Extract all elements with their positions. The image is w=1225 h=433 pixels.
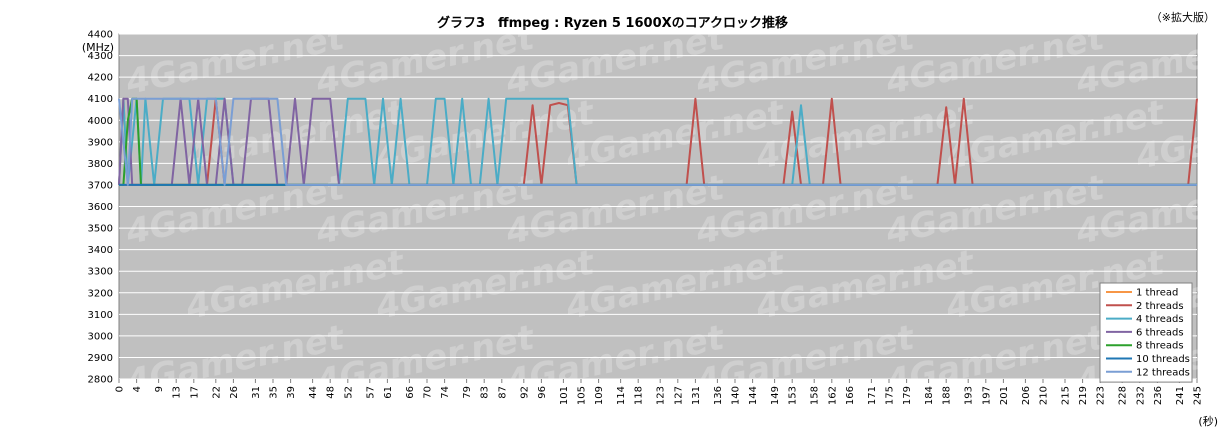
x-tick-label: 245	[1193, 386, 1204, 405]
x-tick-label: 149	[770, 386, 781, 405]
x-tick-label: 232	[1135, 386, 1146, 405]
y-tick-label: 3300	[88, 267, 113, 278]
x-tick-label: 48	[326, 386, 337, 399]
x-tick-label: 223	[1096, 386, 1107, 405]
x-tick-label: 57	[365, 386, 376, 399]
x-tick-label: 166	[845, 386, 856, 405]
x-tick-label: 144	[748, 386, 759, 405]
x-tick-label: 175	[885, 386, 896, 405]
x-tick-label: 131	[691, 386, 702, 405]
x-tick-label: 70	[423, 386, 434, 399]
x-tick-label: 31	[251, 386, 262, 399]
x-tick-label: 39	[286, 386, 297, 399]
y-tick-label: 3100	[88, 310, 113, 321]
x-tick-label: 87	[497, 386, 508, 399]
x-tick-label: 215	[1061, 386, 1072, 405]
x-tick-label: 22	[211, 386, 222, 399]
legend-entry: 12 threads	[1136, 367, 1190, 378]
x-tick-label: 4	[132, 386, 143, 392]
x-tick-label: 123	[656, 386, 667, 405]
x-tick-label: 26	[229, 386, 240, 399]
x-tick-label: 96	[537, 386, 548, 399]
legend-entry: 6 threads	[1136, 327, 1184, 338]
x-tick-label: 9	[154, 386, 165, 392]
x-tick-label: 52	[343, 386, 354, 399]
x-tick-label: 127	[673, 386, 684, 405]
x-tick-label: 193	[964, 386, 975, 405]
x-tick-label: 136	[713, 386, 724, 405]
y-tick-label: 3800	[88, 159, 113, 170]
x-tick-label: 83	[480, 386, 491, 399]
x-tick-label: 105	[577, 386, 588, 405]
y-tick-label: 4300	[88, 51, 113, 62]
x-tick-label: 162	[827, 386, 838, 405]
x-tick-label: 153	[788, 386, 799, 405]
legend-entry: 8 threads	[1136, 341, 1184, 352]
series-layer	[118, 97, 1198, 186]
chart-title: グラフ3 ffmpeg : Ryzen 5 1600Xのコアクロック推移	[437, 16, 788, 31]
x-tick-label: 66	[405, 386, 416, 399]
x-tick-label: 188	[942, 386, 953, 405]
legend: 1 thread 2 threads 4 threads 6 threads 8 thr…	[1099, 282, 1193, 383]
x-tick-label: 210	[1039, 386, 1050, 405]
x-tick-label: 61	[383, 386, 394, 399]
y-tick-label: 4200	[88, 73, 113, 84]
x-tick-label: 236	[1153, 386, 1164, 405]
x-tick-label: 74	[440, 386, 451, 399]
x-tick-label: 17	[189, 386, 200, 399]
x-tick-label: 35	[269, 386, 280, 399]
x-tick-label: 158	[810, 386, 821, 405]
y-tick-label: 3500	[88, 224, 113, 235]
x-tick-label: 179	[902, 386, 913, 405]
axes: 2800 2900 3000 3100 3200 3300 3400 3500 3600 3700…	[82, 30, 1218, 429]
x-axis-label: (秒)	[1198, 414, 1218, 428]
x-tick-label: 0	[115, 386, 126, 392]
y-tick-label: 3900	[88, 137, 113, 148]
legend-entry: 1 thread	[1136, 288, 1178, 299]
y-tick-label: 3200	[88, 288, 113, 299]
y-tick-label: 4400	[88, 30, 113, 41]
x-tick-label: 228	[1118, 386, 1129, 405]
x-tick-label: 140	[731, 386, 742, 405]
x-tick-label: 92	[519, 386, 530, 399]
x-tick-label: 197	[981, 386, 992, 405]
y-tick-label: 3400	[88, 245, 113, 256]
y-tick-label: 3600	[88, 202, 113, 213]
y-tick-label: 2900	[88, 353, 113, 364]
x-tick-label: 114	[616, 386, 627, 405]
x-tick-label: 79	[462, 386, 473, 399]
y-tick-label: 4000	[88, 116, 113, 127]
series-line-12-threads	[118, 97, 1197, 186]
legend-entry: 4 threads	[1136, 314, 1184, 325]
x-tick-label: 44	[308, 386, 319, 399]
y-axis-label: (MHz)	[82, 41, 114, 54]
x-tick-label: 241	[1175, 386, 1186, 405]
x-tick-label: 206	[1021, 386, 1032, 405]
legend-entry: 2 threads	[1136, 301, 1184, 312]
y-tick-label: 4100	[88, 94, 113, 105]
y-tick-label: 3000	[88, 331, 113, 342]
enlarged-note: （※拡大版）	[1150, 11, 1215, 24]
x-tick-label: 109	[594, 386, 605, 405]
y-tick-label: 3700	[88, 180, 113, 191]
x-tick-label: 184	[924, 386, 935, 405]
x-tick-label: 13	[172, 386, 183, 399]
x-tick-label: 101	[559, 386, 570, 405]
x-tick-label: 171	[867, 386, 878, 405]
x-tick-label: 201	[999, 386, 1010, 405]
x-tick-label: 219	[1078, 386, 1089, 405]
legend-entry: 10 threads	[1136, 354, 1190, 365]
x-tick-label: 118	[634, 386, 645, 405]
y-tick-label: 2800	[88, 375, 113, 386]
